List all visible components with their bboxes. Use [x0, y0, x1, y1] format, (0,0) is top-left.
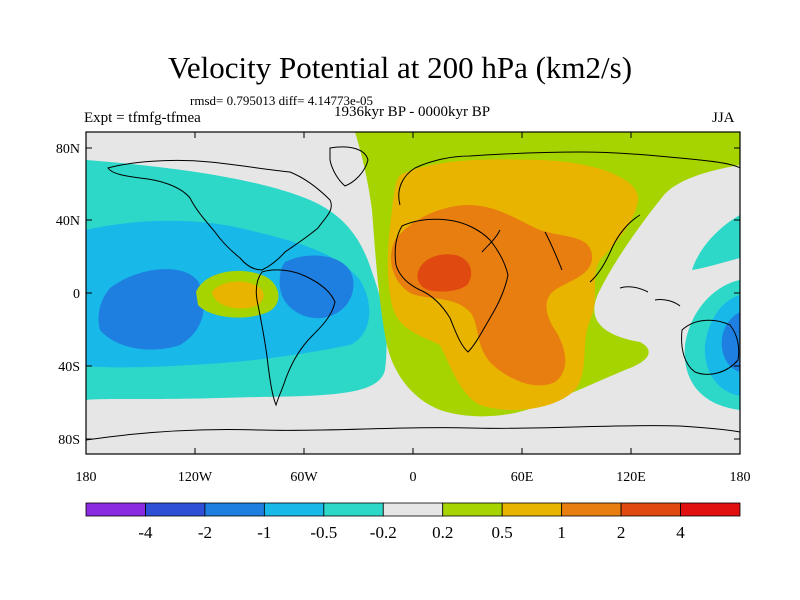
colorbar-label: 0.2 — [432, 523, 453, 542]
x-label-120w: 120W — [178, 470, 213, 485]
x-label-0: 0 — [410, 470, 417, 485]
y-label-0: 0 — [73, 287, 80, 302]
colorbar-swatch — [145, 502, 206, 517]
colorbar-swatch — [620, 502, 681, 517]
contour-neg1-pacific-west — [98, 269, 204, 350]
period-label: 1936kyr BP - 0000kyr BP — [333, 104, 491, 120]
contour-pos2-africa — [417, 254, 472, 292]
y-label-40n: 40N — [56, 214, 80, 229]
colorbar-swatch — [561, 502, 622, 517]
experiment-label: Expt = tfmfg-tfmea — [84, 110, 201, 126]
x-label-120e: 120E — [616, 470, 646, 485]
colorbar-label: 4 — [676, 523, 685, 542]
colorbar-label: -0.5 — [310, 523, 337, 542]
coast-greenland — [329, 146, 369, 187]
coast-australia — [681, 319, 740, 375]
stats-text: rmsd= 0.795013 diff= 4.14773e-05 — [190, 93, 374, 108]
colorbar-swatch — [323, 502, 384, 517]
colorbar-label: -2 — [198, 523, 212, 542]
colorbar-label: 2 — [617, 523, 626, 542]
coast-north-america — [107, 159, 332, 271]
coast-africa — [394, 218, 509, 353]
contour-neg1-west-pacific — [721, 312, 740, 372]
x-label-60w: 60W — [290, 470, 318, 485]
colorbar-label: 0.5 — [492, 523, 513, 542]
axis-ticks — [85, 132, 741, 454]
colorbar-label: -0.2 — [370, 523, 397, 542]
colorbar-label: -1 — [257, 523, 271, 542]
contour-pos05-eastpac — [212, 281, 264, 309]
x-label-180-west: 180 — [76, 470, 97, 485]
y-label-40s: 40S — [58, 360, 80, 375]
coast-europe-asia — [398, 151, 740, 283]
colorbar-swatch — [382, 502, 444, 517]
colorbar-swatch — [204, 502, 265, 517]
contour-neg02-east-edge — [692, 215, 740, 270]
colorbar-label: -4 — [138, 523, 153, 542]
y-label-80n: 80N — [56, 142, 80, 157]
colorbar-swatch — [263, 502, 325, 517]
coast-indonesia — [619, 286, 681, 307]
colorbar: -4 -2 -1 -0.5 -0.2 0.2 0.5 1 2 4 — [85, 502, 741, 542]
map-plot-area — [86, 132, 740, 454]
y-label-80s: 80S — [58, 433, 80, 448]
colorbar-label: 1 — [557, 523, 566, 542]
coastlines — [86, 146, 740, 441]
chart-title: Velocity Potential at 200 hPa (km2/s) — [167, 50, 633, 85]
coast-south-america — [255, 269, 336, 407]
colorbar-swatch — [501, 502, 563, 517]
coast-antarctica — [86, 425, 740, 441]
colorbar-swatch — [680, 502, 741, 517]
colorbar-swatch — [85, 502, 146, 517]
contour-pos1-east — [391, 205, 593, 386]
colorbar-swatch — [442, 502, 503, 517]
x-label-60e: 60E — [511, 470, 534, 485]
x-label-180-east: 180 — [730, 470, 751, 485]
season-label: JJA — [712, 110, 735, 126]
